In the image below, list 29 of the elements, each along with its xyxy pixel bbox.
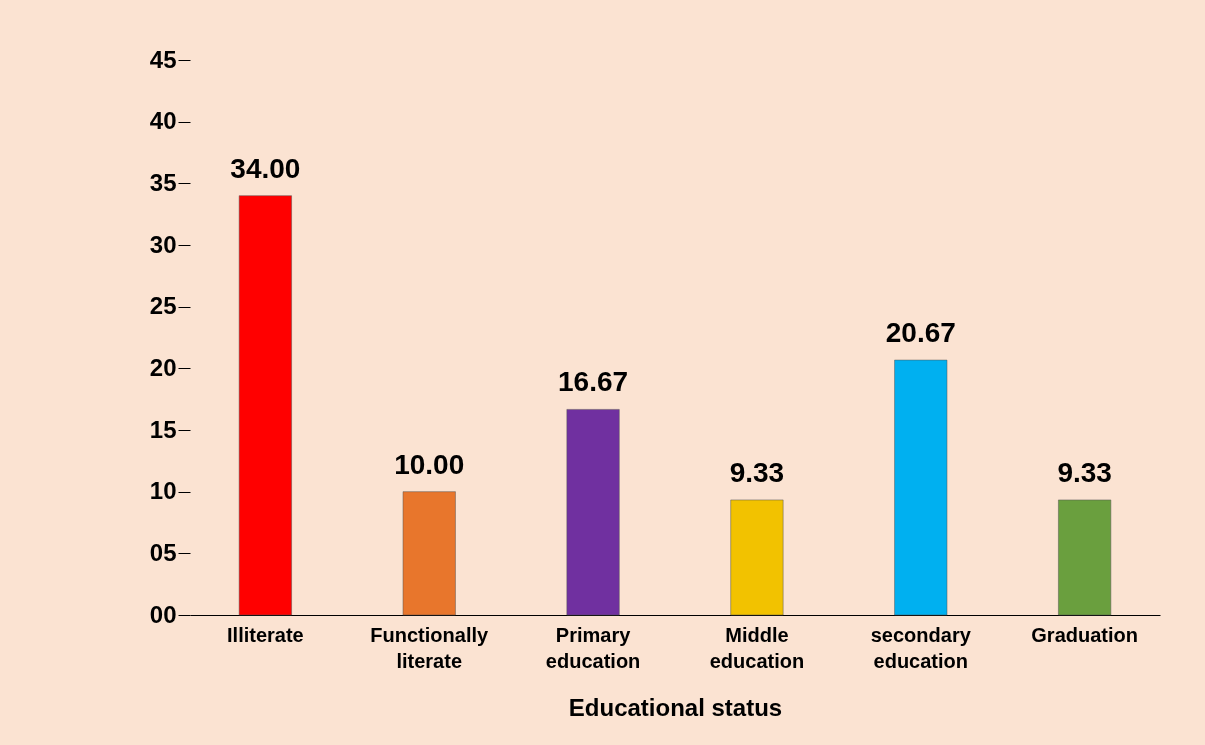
y-tick-label: 30 bbox=[149, 230, 177, 258]
y-tick-label: 00 bbox=[149, 600, 177, 628]
x-tick-label: Primary education bbox=[545, 623, 641, 672]
x-tick-label: Middle education bbox=[709, 623, 805, 672]
y-tick-label: 10 bbox=[149, 477, 177, 505]
data-label: 9.33 bbox=[1057, 456, 1112, 488]
data-label: 16.67 bbox=[558, 366, 629, 398]
y-tick-label: 45 bbox=[149, 45, 177, 73]
y-tick-label: 25 bbox=[149, 292, 177, 320]
bar bbox=[402, 491, 456, 616]
x-tick-label: secondary education bbox=[870, 623, 972, 672]
y-tick-label: 15 bbox=[149, 415, 177, 443]
y-tick-label: 35 bbox=[149, 168, 177, 196]
data-label: 20.67 bbox=[885, 317, 956, 349]
y-tick-label: 05 bbox=[149, 538, 177, 566]
x-tick-label: Graduation bbox=[1031, 623, 1138, 646]
data-label: 10.00 bbox=[394, 448, 465, 480]
data-label: 34.00 bbox=[230, 152, 301, 184]
bar bbox=[730, 499, 784, 616]
data-label: 9.33 bbox=[729, 456, 785, 488]
bar bbox=[238, 195, 292, 616]
x-axis-title: Educational status bbox=[568, 693, 783, 721]
y-tick-label: 20 bbox=[149, 353, 177, 381]
x-tick-label: Functionally literate bbox=[370, 623, 489, 672]
bar bbox=[566, 409, 620, 616]
x-tick-label: Illiterate bbox=[227, 623, 304, 646]
bar bbox=[1058, 499, 1112, 616]
bar bbox=[894, 359, 948, 616]
y-tick-label: 40 bbox=[149, 107, 177, 135]
